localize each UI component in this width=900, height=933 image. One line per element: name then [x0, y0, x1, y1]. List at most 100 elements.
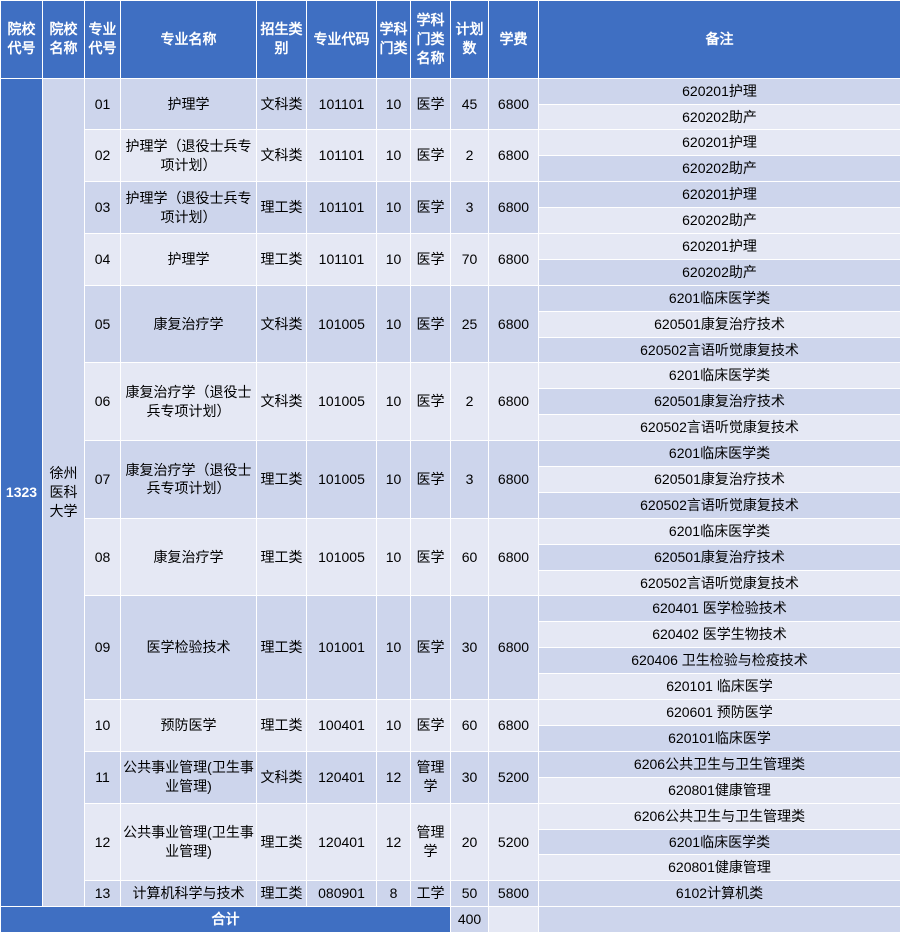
- cell-remark: 620501康复治疗技术: [539, 467, 900, 493]
- cell-pro-code: 101005: [307, 518, 377, 596]
- cell-remark: 620501康复治疗技术: [539, 389, 900, 415]
- cell-remark: 620201护理: [539, 78, 900, 104]
- cell-disc-code: 10: [377, 234, 411, 286]
- cell-disc-name: 管理学: [411, 803, 451, 881]
- cell-disc-name: 医学: [411, 285, 451, 363]
- cell-pro-code: 101101: [307, 182, 377, 234]
- cell-disc-code: 10: [377, 700, 411, 752]
- cell-total-fee: [489, 907, 539, 933]
- cell-fee: 6800: [489, 441, 539, 519]
- table-row: 11公共事业管理(卫生事业管理)文科类12040112管理学3052006206…: [1, 751, 900, 777]
- cell-category: 文科类: [257, 751, 307, 803]
- cell-disc-name: 管理学: [411, 751, 451, 803]
- cell-major-no: 10: [85, 700, 121, 752]
- cell-disc-name: 医学: [411, 518, 451, 596]
- hdr-major-no: 专业代号: [85, 1, 121, 79]
- cell-pro-code: 101005: [307, 285, 377, 363]
- cell-major-no: 03: [85, 182, 121, 234]
- cell-plan: 3: [451, 182, 489, 234]
- table-row: 04护理学理工类10110110医学706800620201护理: [1, 234, 900, 260]
- hdr-pro-code: 专业代码: [307, 1, 377, 79]
- cell-school-name: 徐州医科大学: [43, 78, 85, 907]
- hdr-major-name: 专业名称: [121, 1, 257, 79]
- table-row: 02护理学（退役士兵专项计划）文科类10110110医学26800620201护…: [1, 130, 900, 156]
- cell-disc-code: 10: [377, 285, 411, 363]
- cell-major-no: 07: [85, 441, 121, 519]
- hdr-fee: 学费: [489, 1, 539, 79]
- cell-remark: 6201临床医学类: [539, 441, 900, 467]
- cell-major-no: 09: [85, 596, 121, 700]
- cell-disc-code: 12: [377, 751, 411, 803]
- cell-major-no: 06: [85, 363, 121, 441]
- cell-fee: 5800: [489, 881, 539, 907]
- cell-disc-name: 医学: [411, 363, 451, 441]
- table-row: 1323徐州医科大学01护理学文科类10110110医学456800620201…: [1, 78, 900, 104]
- table-row: 13计算机科学与技术理工类0809018工学5058006102计算机类: [1, 881, 900, 907]
- cell-remark: 6102计算机类: [539, 881, 900, 907]
- cell-major-no: 05: [85, 285, 121, 363]
- cell-major-name: 护理学（退役士兵专项计划）: [121, 182, 257, 234]
- cell-plan: 60: [451, 518, 489, 596]
- cell-pro-code: 101101: [307, 78, 377, 130]
- cell-major-name: 计算机科学与技术: [121, 881, 257, 907]
- cell-category: 理工类: [257, 518, 307, 596]
- cell-major-name: 护理学: [121, 78, 257, 130]
- cell-total-remark: [539, 907, 900, 933]
- cell-pro-code: 101101: [307, 130, 377, 182]
- cell-remark: 620201护理: [539, 234, 900, 260]
- cell-total-label: 合计: [1, 907, 451, 933]
- cell-disc-name: 医学: [411, 700, 451, 752]
- table-row: 03护理学（退役士兵专项计划）理工类10110110医学36800620201护…: [1, 182, 900, 208]
- cell-plan: 45: [451, 78, 489, 130]
- cell-major-name: 预防医学: [121, 700, 257, 752]
- cell-remark: 6201临床医学类: [539, 285, 900, 311]
- cell-major-name: 康复治疗学: [121, 518, 257, 596]
- cell-remark: 620201护理: [539, 130, 900, 156]
- cell-major-name: 康复治疗学: [121, 285, 257, 363]
- cell-remark: 620201护理: [539, 182, 900, 208]
- cell-disc-code: 8: [377, 881, 411, 907]
- cell-disc-code: 12: [377, 803, 411, 881]
- table-row: 06康复治疗学（退役士兵专项计划）文科类10100510医学268006201临…: [1, 363, 900, 389]
- cell-remark: 620101临床医学: [539, 725, 900, 751]
- cell-plan: 30: [451, 596, 489, 700]
- cell-fee: 6800: [489, 285, 539, 363]
- hdr-disc-name: 学科门类名称: [411, 1, 451, 79]
- cell-remark: 620202助产: [539, 156, 900, 182]
- cell-fee: 5200: [489, 803, 539, 881]
- cell-major-name: 康复治疗学（退役士兵专项计划）: [121, 363, 257, 441]
- hdr-disc-code: 学科门类: [377, 1, 411, 79]
- cell-major-name: 护理学: [121, 234, 257, 286]
- cell-remark: 620801健康管理: [539, 777, 900, 803]
- cell-remark: 620601 预防医学: [539, 700, 900, 726]
- cell-pro-code: 120401: [307, 751, 377, 803]
- cell-plan: 30: [451, 751, 489, 803]
- table-row: 05康复治疗学文科类10100510医学2568006201临床医学类: [1, 285, 900, 311]
- cell-category: 文科类: [257, 78, 307, 130]
- hdr-plan: 计划数: [451, 1, 489, 79]
- cell-fee: 6800: [489, 182, 539, 234]
- table-row: 08康复治疗学理工类10100510医学6068006201临床医学类: [1, 518, 900, 544]
- cell-remark: 6206公共卫生与卫生管理类: [539, 751, 900, 777]
- cell-plan: 60: [451, 700, 489, 752]
- cell-remark: 6201临床医学类: [539, 829, 900, 855]
- cell-remark: 620501康复治疗技术: [539, 311, 900, 337]
- cell-remark: 620502言语听觉康复技术: [539, 337, 900, 363]
- cell-pro-code: 100401: [307, 700, 377, 752]
- cell-remark: 620402 医学生物技术: [539, 622, 900, 648]
- hdr-school-code: 院校代号: [1, 1, 43, 79]
- cell-remark: 620101 临床医学: [539, 674, 900, 700]
- admission-table: 院校代号 院校名称 专业代号 专业名称 招生类别 专业代码 学科门类 学科门类名…: [0, 0, 900, 933]
- table-row: 09医学检验技术理工类10100110医学306800620401 医学检验技术: [1, 596, 900, 622]
- cell-category: 理工类: [257, 700, 307, 752]
- cell-disc-name: 医学: [411, 596, 451, 700]
- cell-disc-code: 10: [377, 363, 411, 441]
- cell-remark: 620501康复治疗技术: [539, 544, 900, 570]
- cell-pro-code: 101005: [307, 441, 377, 519]
- cell-fee: 6800: [489, 130, 539, 182]
- cell-remark: 6201临床医学类: [539, 363, 900, 389]
- cell-fee: 6800: [489, 78, 539, 130]
- total-row: 合计400: [1, 907, 900, 933]
- cell-disc-code: 10: [377, 596, 411, 700]
- cell-disc-name: 工学: [411, 881, 451, 907]
